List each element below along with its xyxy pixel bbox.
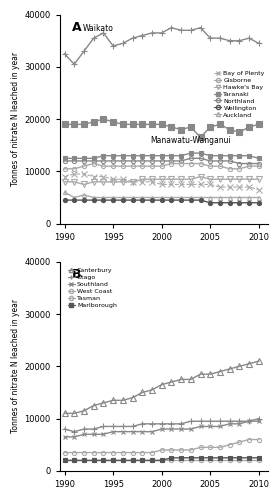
Text: A: A	[72, 21, 82, 34]
Text: Manawatu-Wanganui: Manawatu-Wanganui	[150, 136, 231, 144]
Text: Waikato: Waikato	[83, 24, 114, 34]
Y-axis label: Tonnes of nitrate N leached in year: Tonnes of nitrate N leached in year	[11, 300, 20, 434]
Y-axis label: Tonnes of nitrate N leached in year: Tonnes of nitrate N leached in year	[11, 52, 20, 186]
Legend: Bay of Plenty, Gisborne, Hawke's Bay, Taranaki, Northland, Wellington, Auckland: Bay of Plenty, Gisborne, Hawke's Bay, Ta…	[213, 70, 265, 118]
Legend: Canterbury, Otago, Southland, West Coast, Tasman, Marlborough: Canterbury, Otago, Southland, West Coast…	[67, 267, 118, 308]
Text: B: B	[72, 268, 82, 281]
